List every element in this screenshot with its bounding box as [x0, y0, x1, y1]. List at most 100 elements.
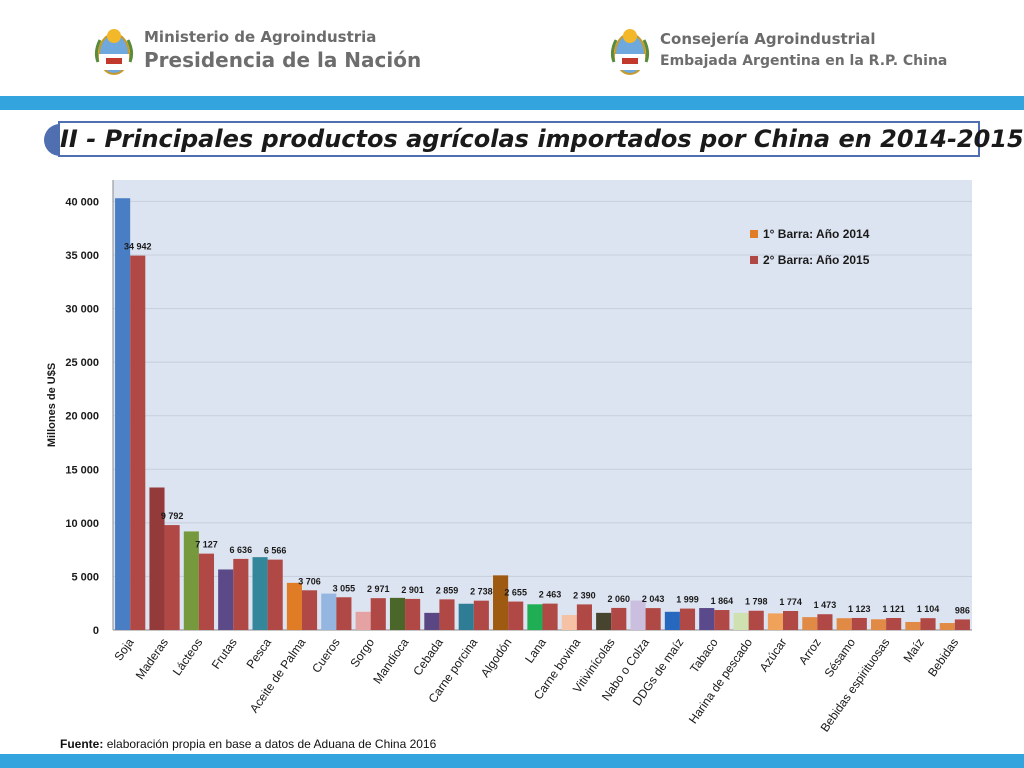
x-tick-label: Lana: [522, 635, 549, 665]
x-tick-label: Azúcar: [757, 636, 790, 675]
bar-2014: [321, 593, 337, 630]
bar-2015: [164, 525, 180, 630]
bar-2014: [149, 487, 165, 630]
data-label-2015: 2 859: [436, 585, 459, 595]
bar-2015: [233, 558, 249, 630]
bar-2014: [355, 611, 371, 630]
bar-2015: [130, 255, 146, 630]
data-label-2015: 1 774: [779, 597, 802, 607]
bar-2015: [783, 610, 799, 630]
y-tick-label: 5 000: [71, 571, 99, 583]
data-label-2015: 1 864: [711, 596, 734, 606]
data-label-2015: 2 738: [470, 587, 493, 597]
data-label-2015: 34 942: [124, 242, 152, 252]
data-label-2015: 2 971: [367, 584, 390, 594]
data-label-2015: 2 060: [608, 594, 631, 604]
x-tick-label: Pesca: [243, 635, 274, 671]
data-label-2015: 1 798: [745, 597, 768, 607]
bar-2014: [630, 600, 646, 630]
x-tick-label: Soja: [111, 635, 136, 663]
bar-2014: [939, 623, 955, 630]
data-label-2015: 6 636: [230, 545, 253, 555]
right-org-line1: Consejería Agroindustrial: [660, 30, 876, 48]
bar-2015: [370, 598, 386, 630]
x-tick-label: Lácteos: [170, 636, 206, 678]
bar-2015: [611, 607, 627, 630]
data-label-2015: 2 390: [573, 590, 596, 600]
data-label-2015: 1 999: [676, 595, 699, 605]
source-text: elaboración propia en base a datos de Ad…: [106, 737, 437, 751]
bar-2014: [424, 612, 440, 630]
bar-2015: [198, 553, 215, 630]
bar-2015: [405, 598, 421, 630]
y-tick-label: 10 000: [65, 518, 99, 530]
bar-2015: [508, 601, 524, 630]
x-tick-label: Bebidas: [925, 636, 961, 680]
source-note: Fuente: elaboración propia en base a dat…: [60, 737, 436, 751]
title-box: [58, 121, 980, 157]
bar-2014: [905, 621, 921, 630]
x-tick-label: Arroz: [796, 636, 824, 668]
y-tick-label: 0: [93, 625, 99, 637]
bar-2015: [473, 600, 489, 630]
bar-2014: [870, 619, 887, 630]
bar-2015: [851, 617, 867, 630]
x-tick-label: Maíz: [901, 636, 927, 665]
left-org-line1: Ministerio de Agroindustria: [144, 28, 377, 46]
bar-2015: [920, 618, 936, 630]
data-label-2015: 2 463: [539, 590, 562, 600]
data-label-2015: 9 792: [161, 511, 184, 521]
legend-swatch: [750, 230, 758, 238]
bar-2014: [183, 531, 199, 630]
bar-2014: [286, 582, 302, 630]
bar-2014: [493, 575, 509, 630]
x-tick-label: Sésamo: [821, 635, 858, 679]
bar-2015: [748, 610, 764, 630]
legend-entry: 2° Barra: Año 2015: [763, 253, 870, 267]
bar-2014: [733, 612, 749, 630]
top-accent-bar: [0, 96, 1024, 110]
x-tick-label: Maderas: [133, 636, 171, 682]
x-tick-label: Harina de pescado: [686, 635, 755, 726]
y-tick-label: 25 000: [65, 357, 99, 369]
data-label-2015: 2 043: [642, 594, 665, 604]
bar-2015: [336, 597, 352, 630]
y-tick-label: 20 000: [65, 411, 99, 423]
legend-entry: 1° Barra: Año 2014: [763, 227, 870, 241]
bar-2015: [714, 610, 730, 630]
x-tick-label: Cueros: [309, 636, 343, 676]
x-tick-label: Bebidas espirituosas: [818, 636, 893, 734]
bar-2014: [836, 618, 852, 630]
x-tick-label: Mandioca: [370, 635, 411, 686]
y-tick-label: 35 000: [65, 250, 99, 262]
bar-2014: [767, 613, 784, 630]
y-tick-label: 30 000: [65, 304, 99, 316]
x-tick-label: Cebada: [410, 635, 446, 678]
data-label-2015: 3 055: [333, 583, 356, 593]
bar-2014: [699, 608, 715, 630]
bar-2015: [301, 590, 318, 630]
bar-2015: [954, 619, 970, 630]
y-tick-label: 15 000: [65, 464, 99, 476]
x-tick-label: Frutas: [209, 636, 240, 672]
argentina-coat-of-arms-icon: [608, 22, 652, 82]
bar-2014: [218, 569, 234, 630]
data-label-2015: 6 566: [264, 546, 287, 556]
data-label-2015: 1 104: [917, 604, 940, 614]
argentina-coat-of-arms-icon: [92, 22, 136, 82]
page-header: Ministerio de Agroindustria Presidencia …: [0, 0, 1024, 96]
bar-2014: [664, 611, 680, 630]
data-label-2015: 2 655: [504, 588, 527, 598]
bar-2015: [576, 604, 592, 630]
bar-2015: [645, 608, 661, 630]
bar-2014: [458, 603, 474, 630]
bar-2015: [542, 603, 558, 630]
data-label-2015: 7 127: [195, 540, 218, 550]
x-tick-label: Tabaco: [687, 635, 721, 675]
data-label-2015: 3 706: [298, 576, 321, 586]
bar-2015: [267, 559, 283, 630]
y-tick-label: 40 000: [65, 196, 99, 208]
bar-2014: [252, 557, 268, 630]
slide-title: II - Principales productos agrícolas imp…: [60, 125, 1024, 153]
bar-2015: [817, 614, 833, 630]
